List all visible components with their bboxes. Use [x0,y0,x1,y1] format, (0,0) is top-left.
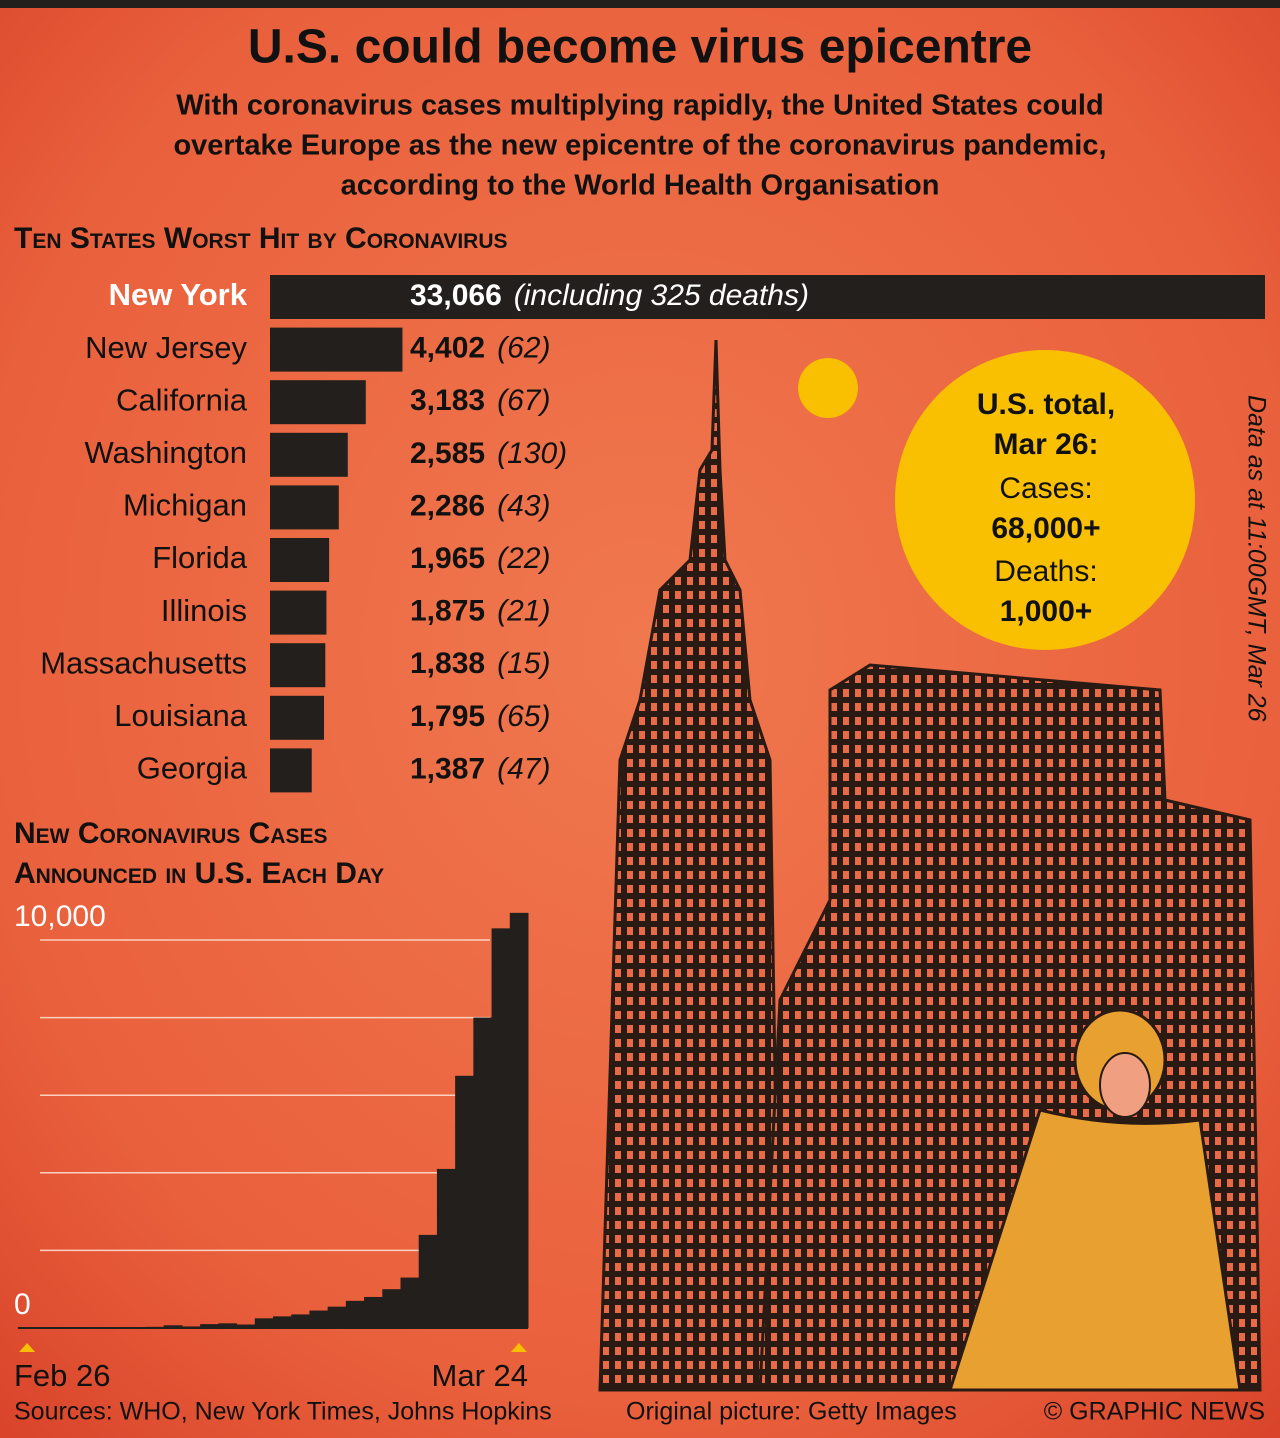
cases-label: 1,795 [410,700,485,733]
value-label: 4,402 (62) [410,332,550,365]
deaths-label: (21) [497,595,550,628]
callout-text: 1,000+ [1000,595,1093,628]
deaths-label: (130) [497,437,567,470]
category-label: Florida [152,540,248,575]
value-label: 2,286 (43) [410,489,550,522]
bar [270,432,348,477]
chart-heading: Announced in U.S. Each Day [14,857,384,890]
bar [270,538,330,582]
bar [270,275,1265,319]
cases-label: 2,286 [410,489,485,522]
value-label: 1,387 (47) [410,752,550,785]
category-label: Michigan [123,488,247,523]
deaths-label: (including 325 deaths) [514,279,809,312]
deaths-label: (47) [497,752,550,785]
bar [270,327,403,372]
sources: Sources: WHO, New York Times, Johns Hopk… [14,1398,552,1426]
tick-marker [510,1343,527,1352]
category-label: Massachusetts [40,645,247,680]
chart-heading: New Coronavirus Cases [14,817,327,850]
bar [218,1323,238,1328]
bar [163,1325,183,1328]
bar [270,590,327,635]
city-illustration [598,339,1262,1392]
picture-credit: Original picture: Getty Images [626,1398,957,1426]
bar [418,1234,438,1328]
bar [382,1289,401,1328]
deaths-label: (65) [497,700,550,733]
bar [455,1075,474,1328]
bar [400,1277,420,1328]
category-label: Louisiana [114,698,247,733]
y-tick-label: 0 [14,1288,31,1321]
bar [270,748,312,793]
category-label: Illinois [161,593,247,628]
category-label: New York [109,277,248,312]
cases-label: 1,838 [410,647,485,680]
x-tick-label: Feb 26 [14,1358,111,1393]
value-label: 1,965 (22) [410,542,550,575]
cases-label: 3,183 [410,384,485,417]
subtitle: With coronavirus cases multiplying rapid… [176,90,1103,122]
tick-marker [19,1343,36,1352]
category-label: California [116,382,248,417]
category-label: Washington [84,435,247,470]
bar [270,380,366,425]
bar [291,1314,310,1328]
bar [309,1310,329,1328]
bar [200,1324,219,1328]
chart-heading: Ten States Worst Hit by Coronavirus [14,222,508,255]
value-label: 1,838 (15) [410,647,550,680]
cases-label: 1,965 [410,542,485,575]
callout-text: U.S. total, [977,388,1115,421]
bar [509,912,529,1328]
bar [270,695,325,740]
callout-text: Deaths: [994,555,1097,588]
bar [236,1324,256,1328]
x-tick-label: Mar 24 [432,1358,528,1393]
callout-text: 68,000+ [991,512,1100,545]
value-label: 2,585 (130) [410,437,567,470]
category-label: New Jersey [85,330,247,365]
title: U.S. could become virus epicentre [248,21,1032,74]
y-tick-label: 10,000 [14,900,106,933]
deaths-label: (22) [497,542,550,575]
cases-label: 4,402 [410,332,485,365]
subtitle: overtake Europe as the new epicentre of … [173,130,1106,162]
credit: © GRAPHIC NEWS [1044,1398,1265,1426]
deaths-label: (67) [497,384,550,417]
top-bar [0,0,1280,8]
bar [473,1017,493,1328]
bar [364,1296,383,1328]
cases-label: 1,875 [410,595,485,628]
subtitle: according to the World Health Organisati… [341,170,940,202]
cases-label: 2,585 [410,437,485,470]
value-label: 3,183 (67) [410,384,550,417]
bar [491,928,511,1328]
bar [270,643,326,688]
bar [273,1316,292,1328]
side-note: Data as at 11:00GMT, Mar 26 [1242,395,1270,722]
deaths-label: (43) [497,489,550,522]
bar [345,1300,365,1328]
value-label: 33,066 (including 325 deaths) [410,279,809,312]
callout-text: Cases: [999,472,1092,505]
bar [254,1318,274,1328]
bar [270,485,339,530]
callout-blob [798,350,1195,650]
value-label: 1,875 (21) [410,595,550,628]
bar [327,1306,347,1328]
value-label: 1,795 (65) [410,700,550,733]
cases-label: 33,066 [410,279,502,312]
deaths-label: (15) [497,647,550,680]
deaths-label: (62) [497,332,550,365]
callout-text: Mar 26: [993,428,1098,461]
bar [436,1168,456,1328]
cases-label: 1,387 [410,752,485,785]
category-label: Georgia [137,751,248,786]
